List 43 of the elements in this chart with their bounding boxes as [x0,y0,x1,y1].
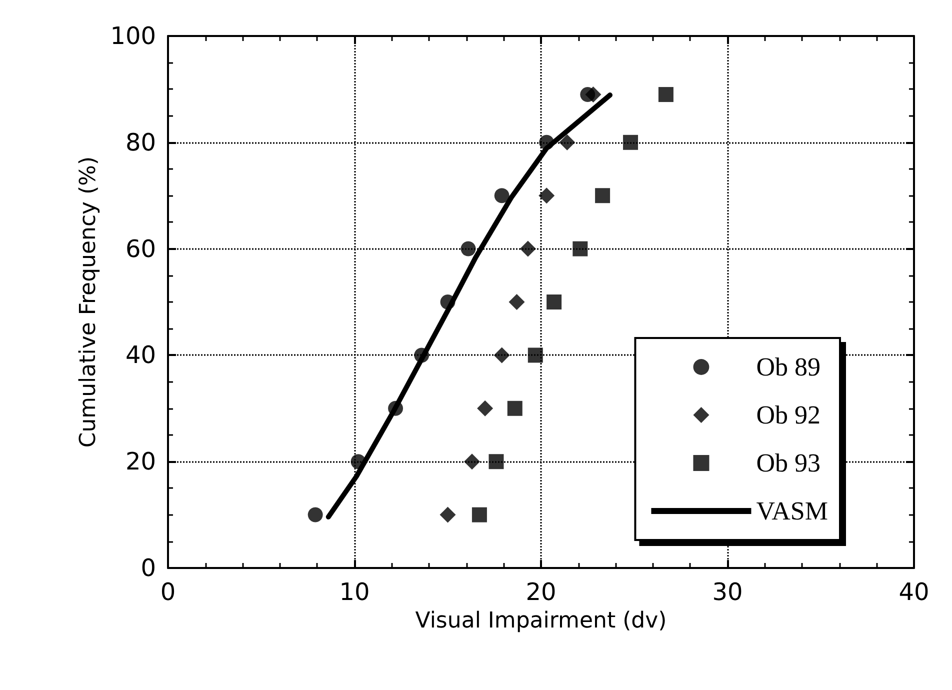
y-tick-label: 0 [140,554,156,582]
point [472,507,487,522]
y-tick-label: 60 [125,234,156,263]
point [414,348,430,363]
point [520,240,536,257]
x-axis-title: Visual Impairment (dv) [415,608,667,634]
x-tick-label: 10 [339,578,370,606]
point [539,134,554,150]
y-tick-label: 80 [125,128,156,156]
y-tick-label: 40 [125,341,156,370]
point [440,506,456,523]
legend-label: Ob 93 [756,448,820,478]
legend-label: Ob 92 [756,400,820,430]
point [528,348,543,363]
point [308,507,323,522]
point [488,454,504,470]
point [494,188,510,204]
point [477,400,494,416]
x-tick-label: 20 [526,578,556,606]
point [559,134,576,150]
point [508,294,525,310]
y-tick-label: 100 [110,22,156,50]
point [546,294,562,310]
point [464,454,480,470]
point [440,294,456,310]
legend-label: Ob 89 [756,352,820,382]
point [538,188,555,204]
point [623,134,638,150]
point [507,400,522,416]
point [585,86,602,103]
legend-label: VASM [756,496,828,526]
y-tick-label: 20 [125,448,156,476]
x-tick-label: 0 [160,578,176,606]
point [350,454,366,470]
x-tick-label: 40 [898,578,930,606]
x-tick-label: 30 [712,578,743,606]
y-axis-title: Cumulative Frequency (%) [76,156,101,448]
point [388,400,404,416]
point [572,241,588,256]
point [460,241,476,256]
point [494,347,510,364]
point [658,87,674,102]
point [595,188,610,204]
